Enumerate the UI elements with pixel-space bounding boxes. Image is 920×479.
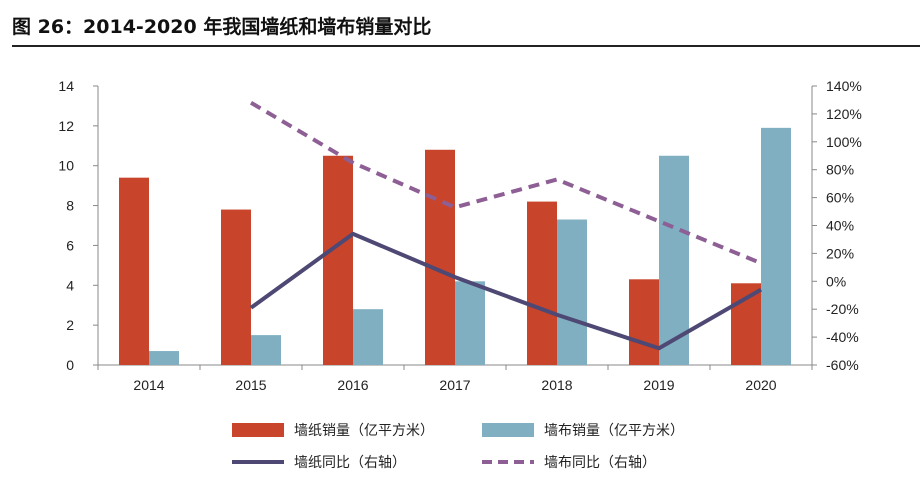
- y-right-tick-label: 80%: [826, 162, 854, 178]
- y-right-tick-label: 0%: [826, 273, 846, 289]
- x-tick-label: 2014: [133, 377, 164, 393]
- y-left-tick-label: 8: [66, 198, 74, 214]
- bar-wallpaper-2019: [629, 279, 659, 365]
- bar-wallcloth-2018: [557, 219, 587, 365]
- y-right-tick-label: 120%: [826, 106, 862, 122]
- x-tick-label: 2015: [235, 377, 266, 393]
- legend: 墙纸销量（亿平方米） 墙布销量（亿平方米） 墙纸同比（右轴） 墙布同比（右轴）: [232, 423, 684, 471]
- y-right-tick-label: 140%: [826, 78, 862, 94]
- legend-label: 墙纸销量（亿平方米）: [294, 423, 434, 439]
- bar-wallcloth-2020: [761, 127, 791, 365]
- y-right-tick-label: 40%: [826, 218, 854, 234]
- figure-title: 图 26：2014-2020 年我国墙纸和墙布销量对比: [12, 16, 432, 38]
- y-right-tick-label: -60%: [826, 357, 859, 373]
- x-tick-label: 2018: [541, 377, 572, 393]
- y-right-tick-label: 100%: [826, 134, 862, 150]
- legend-swatch: [482, 423, 534, 437]
- bar-wallpaper-2016: [323, 155, 353, 365]
- y-left-tick-label: 0: [66, 357, 74, 373]
- bar-wallcloth-2016: [353, 309, 383, 365]
- line-wallcloth-yoy: [249, 101, 762, 266]
- y-right-tick-label: -20%: [826, 301, 859, 317]
- y-left-tick-label: 6: [66, 237, 74, 253]
- bar-wallpaper-2017: [425, 149, 455, 365]
- legend-label: 墙布同比（右轴）: [544, 455, 656, 471]
- x-tick-label: 2016: [337, 377, 368, 393]
- y-right-tick-label: 20%: [826, 245, 854, 261]
- legend-label: 墙纸同比（右轴）: [294, 455, 406, 471]
- y-left-tick-label: 2: [66, 317, 74, 333]
- line-wallpaper-yoy: [249, 231, 762, 351]
- bar-wallcloth-2015: [251, 335, 281, 365]
- x-tick-label: 2019: [643, 377, 674, 393]
- bar-wallpaper-2018: [527, 201, 557, 365]
- bar-wallcloth-2014: [149, 351, 179, 365]
- y-left-tick-label: 4: [66, 277, 74, 293]
- y-left-tick-label: 12: [58, 118, 74, 134]
- bar-wallpaper-2014: [119, 177, 149, 365]
- bar-wallcloth-2017: [455, 281, 485, 365]
- plot-area: 0 2 4 6 8 10 12 14 -60% -40% -20% 0% 20% 40% 60% 80% 100…: [58, 78, 861, 393]
- y-right-tick-label: -40%: [826, 329, 859, 345]
- y-right-tick-label: 60%: [826, 190, 854, 206]
- x-tick-label: 2017: [439, 377, 470, 393]
- bar-wallpaper-2015: [221, 209, 251, 365]
- title-divider: [12, 45, 920, 47]
- bar-wallcloth-2019: [659, 155, 689, 365]
- bar-wallpaper-2020: [731, 283, 761, 365]
- legend-label: 墙布销量（亿平方米）: [544, 423, 684, 439]
- y-left-tick-label: 10: [58, 158, 74, 174]
- x-tick-label: 2020: [745, 377, 776, 393]
- y-left-tick-label: 14: [58, 78, 74, 94]
- legend-swatch: [232, 423, 284, 437]
